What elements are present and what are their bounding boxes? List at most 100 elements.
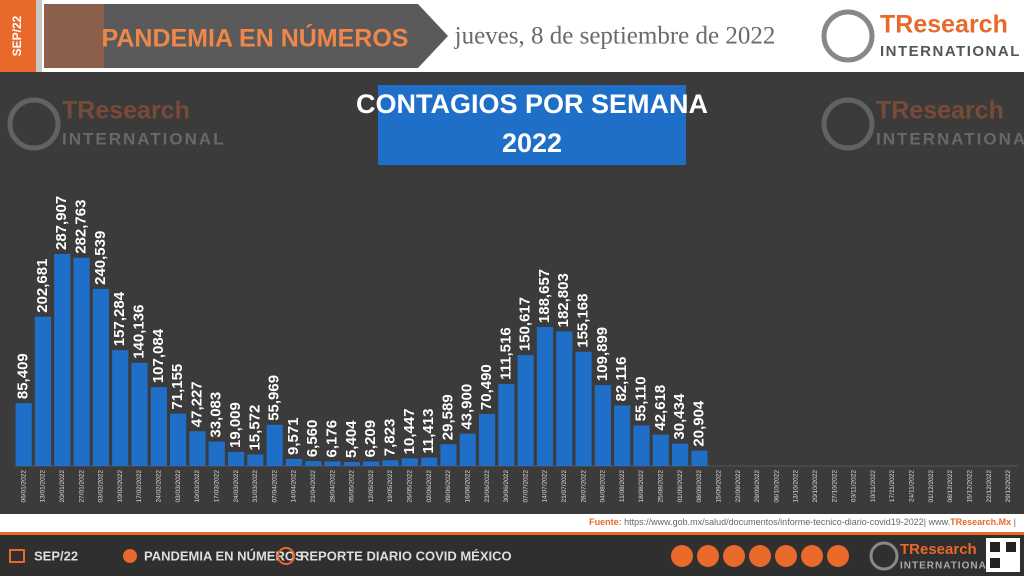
value-label: 42,618 [652,385,669,431]
bar [150,387,167,466]
footer-report: REPORTE DIARIO COVID MÉXICO [300,548,512,563]
bar [478,414,496,466]
x-tick-label: 01/09/2022 [677,470,684,503]
x-tick-label: 17/03/2022 [213,470,220,503]
x-tick-label: 24/11/2022 [909,470,916,502]
value-label: 43,900 [459,384,476,430]
mail-icon[interactable] [723,545,745,567]
bar [633,425,650,466]
source-bar [0,514,1024,532]
value-label: 111,516 [497,327,514,380]
watermark-left: TResearch INTERNATIONAL [7,97,224,151]
value-label: 287,907 [53,196,70,250]
x-tick-label: 17/11/2022 [889,470,896,502]
bar [227,452,245,466]
value-label: 9,571 [285,417,302,455]
value-label: 55,969 [266,375,283,421]
x-tick-label: 01/12/2022 [928,470,935,503]
bar [459,433,476,466]
value-label: 29,589 [439,394,456,440]
pin-icon [123,549,137,563]
footer-bar [0,532,1024,576]
youtube-icon[interactable] [827,545,849,567]
x-tick-label: 10/11/2022 [870,470,877,502]
x-tick-label: 04/08/2022 [600,470,607,503]
source-brand: TResearch.Mx [950,517,1011,527]
x-tick-label: 28/07/2022 [580,470,587,503]
value-label: 85,409 [15,353,32,399]
x-tick-label: 29/12/2022 [1005,470,1012,503]
twitter-icon[interactable] [749,545,771,567]
x-tick-label: 24/03/2022 [233,470,240,503]
bar [247,454,264,466]
phone-icon[interactable] [697,545,719,567]
x-tick-label: 29/09/2022 [754,470,761,503]
bar [305,461,322,466]
bar [556,331,573,466]
header-date: jueves, 8 de septiembre de 2022 [454,23,776,50]
x-tick-label: 14/07/2022 [542,470,549,503]
divider [36,0,42,72]
x-tick-label: 06/01/2022 [20,470,27,503]
x-tick-label: 15/09/2022 [715,470,722,503]
chart-title: CONTAGIOS POR SEMANA [356,89,708,119]
x-tick-label: 19/05/2022 [387,470,394,503]
x-tick-label: 07/07/2022 [522,470,529,503]
value-label: 71,155 [169,364,186,410]
x-tick-label: 03/11/2022 [851,470,858,502]
header-logo: TResearch INTERNATIONAL [821,9,1019,63]
x-tick-label: 21/04/2022 [310,470,317,503]
badge-box [0,0,36,72]
x-tick-label: 10/02/2022 [117,470,124,503]
bar [672,443,689,466]
x-tick-label: 20/01/2022 [59,470,66,503]
logo-ring [821,97,875,151]
value-label: 6,560 [304,420,321,458]
source: Fuente: https://www.gob.mx/salud/documen… [589,517,1016,527]
chart-subtitle: 2022 [502,128,562,158]
bar [73,257,90,466]
linkedin-icon[interactable] [801,545,823,567]
calendar-icon [9,549,25,563]
x-tick-label: 22/09/2022 [735,470,742,503]
watermark-brand: TResearch [876,97,1004,125]
bar [498,383,515,466]
bar [691,450,708,466]
social-icons [671,545,849,567]
value-label: 5,404 [343,420,360,458]
value-label: 47,227 [188,381,205,427]
qr-corner [1006,542,1016,552]
bar [266,424,283,466]
header-title: PANDEMIA EN NÚMEROS [102,23,409,53]
bar [517,355,534,466]
plot: 06/01/2022 85,409 13/01/2022 202,681 20/01/2… [14,196,1018,503]
bar [575,351,592,466]
x-tick-label: 24/02/2022 [156,470,163,503]
value-label: 11,413 [420,409,437,454]
web-icon[interactable] [671,545,693,567]
x-tick-label: 23/06/2022 [484,470,491,503]
bar [15,403,32,466]
x-tick-label: 31/03/2022 [252,470,259,503]
source-url: https://www.gob.mx/salud/documentos/info… [624,517,950,527]
watermark-right: TResearch INTERNATIONAL [821,97,1024,151]
bar [440,444,457,466]
header-badge: SEP/22 [10,15,24,56]
bar [536,327,554,466]
value-label: 7,823 [381,419,398,457]
bar [92,288,109,466]
x-tick-label: 25/08/2022 [658,470,665,503]
bar [189,431,206,466]
x-tick-label: 06/10/2022 [773,470,780,503]
value-label: 19,009 [227,402,244,448]
facebook-icon[interactable] [775,545,797,567]
x-tick-label: 16/06/2022 [464,470,471,503]
x-tick-label: 12/05/2022 [368,470,375,503]
x-tick-label: 08/09/2022 [696,470,703,503]
x-tick-label: 13/01/2022 [40,470,47,503]
value-label: 33,083 [208,392,225,438]
x-tick-label: 18/08/2022 [638,470,645,503]
x-tick-label: 10/03/2022 [194,470,201,503]
bar [614,405,631,466]
value-label: 157,284 [111,291,128,346]
